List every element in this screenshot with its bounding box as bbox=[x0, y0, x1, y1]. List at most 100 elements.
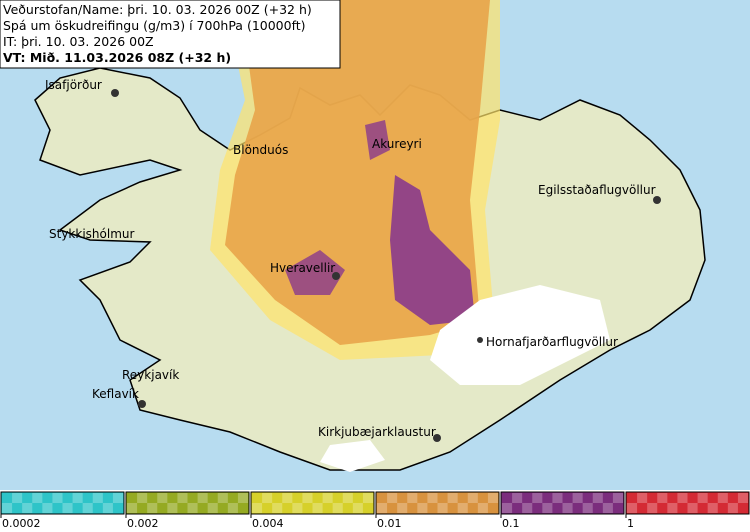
legend-check bbox=[237, 493, 248, 503]
legend-check bbox=[252, 503, 263, 513]
place-label: Blönduós bbox=[233, 143, 288, 157]
legend-check bbox=[217, 493, 228, 503]
legend-check bbox=[207, 503, 218, 513]
legend-check bbox=[697, 493, 708, 503]
legend-check bbox=[112, 493, 123, 503]
legend-check bbox=[127, 503, 138, 513]
legend-check bbox=[177, 493, 188, 503]
legend-check bbox=[157, 493, 168, 503]
legend-check bbox=[292, 503, 303, 513]
legend-check bbox=[377, 503, 388, 513]
ash-plume-high bbox=[390, 175, 475, 325]
legend-check bbox=[2, 503, 13, 513]
place-label: Egilsstaðaflugvöllur bbox=[538, 183, 656, 197]
legend-check bbox=[717, 493, 728, 503]
legend-swatch bbox=[0, 491, 125, 515]
legend-tick-label: 1 bbox=[627, 517, 634, 530]
legend-tick-label: 0.002 bbox=[127, 517, 159, 530]
place-label: Isafjörður bbox=[45, 78, 102, 92]
legend-check bbox=[572, 493, 583, 503]
legend-check bbox=[427, 493, 438, 503]
header-line: IT: þri. 10. 03. 2026 00Z bbox=[3, 34, 154, 49]
place-label: Akureyri bbox=[372, 137, 422, 151]
legend-check bbox=[612, 493, 623, 503]
legend-tick-label: 0.1 bbox=[502, 517, 520, 530]
legend-check bbox=[437, 503, 448, 513]
legend-check bbox=[102, 503, 113, 513]
legend-check bbox=[602, 503, 613, 513]
legend-check bbox=[502, 503, 513, 513]
legend-check bbox=[447, 493, 458, 503]
legend-check bbox=[332, 503, 343, 513]
legend-check bbox=[137, 493, 148, 503]
legend-check bbox=[352, 503, 363, 513]
place-label: Hveravellir bbox=[270, 261, 335, 275]
legend-check bbox=[72, 493, 83, 503]
header-line: Veðurstofan/Name: þri. 10. 03. 2026 00Z … bbox=[3, 2, 312, 17]
legend-check bbox=[147, 503, 158, 513]
legend-check bbox=[82, 503, 93, 513]
legend-check bbox=[627, 503, 638, 513]
legend-tick-label: 0.0002 bbox=[2, 517, 41, 530]
legend-check bbox=[32, 493, 43, 503]
legend-check bbox=[387, 493, 398, 503]
legend-check bbox=[512, 493, 523, 503]
place-label: Reykjavík bbox=[122, 368, 179, 382]
legend-tick-label: 0.01 bbox=[377, 517, 402, 530]
legend-check bbox=[282, 493, 293, 503]
glacier bbox=[430, 285, 610, 385]
legend-swatch bbox=[250, 491, 375, 515]
legend-check bbox=[407, 493, 418, 503]
ash-plume-high bbox=[285, 250, 345, 295]
legend-check bbox=[62, 503, 73, 513]
legend-check bbox=[532, 493, 543, 503]
header-box bbox=[0, 0, 341, 69]
legend-check bbox=[312, 503, 323, 513]
legend: 0.0002 0.002 0.004 0.01 0.1 1 bbox=[0, 491, 750, 530]
header-line: Spá um öskudreifingu (g/m3) í 700hPa (10… bbox=[3, 18, 306, 33]
header-line: VT: Mið. 11.03.2026 08Z (+32 h) bbox=[3, 50, 231, 65]
legend-check bbox=[552, 493, 563, 503]
legend-check bbox=[467, 493, 478, 503]
place-label: Kirkjubæjarklaustur bbox=[318, 425, 436, 439]
legend-check bbox=[727, 503, 738, 513]
legend-check bbox=[417, 503, 428, 513]
legend-check bbox=[197, 493, 208, 503]
legend-swatch bbox=[125, 491, 250, 515]
legend-check bbox=[397, 503, 408, 513]
legend-check bbox=[92, 493, 103, 503]
legend-tick-label: 0.004 bbox=[252, 517, 284, 530]
glacier bbox=[320, 440, 385, 472]
legend-check bbox=[262, 493, 273, 503]
legend-swatch bbox=[625, 491, 750, 515]
legend-check bbox=[167, 503, 178, 513]
legend-swatch bbox=[375, 491, 500, 515]
legend-check bbox=[302, 493, 313, 503]
legend-check bbox=[687, 503, 698, 513]
legend-check bbox=[592, 493, 603, 503]
legend-check bbox=[12, 493, 23, 503]
place-dot bbox=[653, 196, 661, 204]
place-label: Stykkishólmur bbox=[49, 227, 134, 241]
legend-check bbox=[477, 503, 488, 513]
place-label: Keflavík bbox=[92, 387, 139, 401]
places: Isafjörður Blönduós Akureyri Egilsstaðaf… bbox=[45, 78, 661, 442]
legend-check bbox=[362, 493, 373, 503]
legend-check bbox=[637, 493, 648, 503]
legend-check bbox=[657, 493, 668, 503]
place-label: Hornafjarðarflugvöllur bbox=[486, 335, 618, 349]
legend-check bbox=[272, 503, 283, 513]
legend-check bbox=[187, 503, 198, 513]
legend-check bbox=[582, 503, 593, 513]
legend-check bbox=[42, 503, 53, 513]
legend-check bbox=[522, 503, 533, 513]
legend-check bbox=[52, 493, 63, 503]
legend-bg bbox=[0, 490, 750, 532]
place-dot bbox=[477, 337, 483, 343]
legend-check bbox=[22, 503, 33, 513]
legend-check bbox=[737, 493, 748, 503]
legend-check bbox=[542, 503, 553, 513]
ash-plume-high bbox=[365, 120, 390, 160]
place-dot bbox=[138, 400, 146, 408]
